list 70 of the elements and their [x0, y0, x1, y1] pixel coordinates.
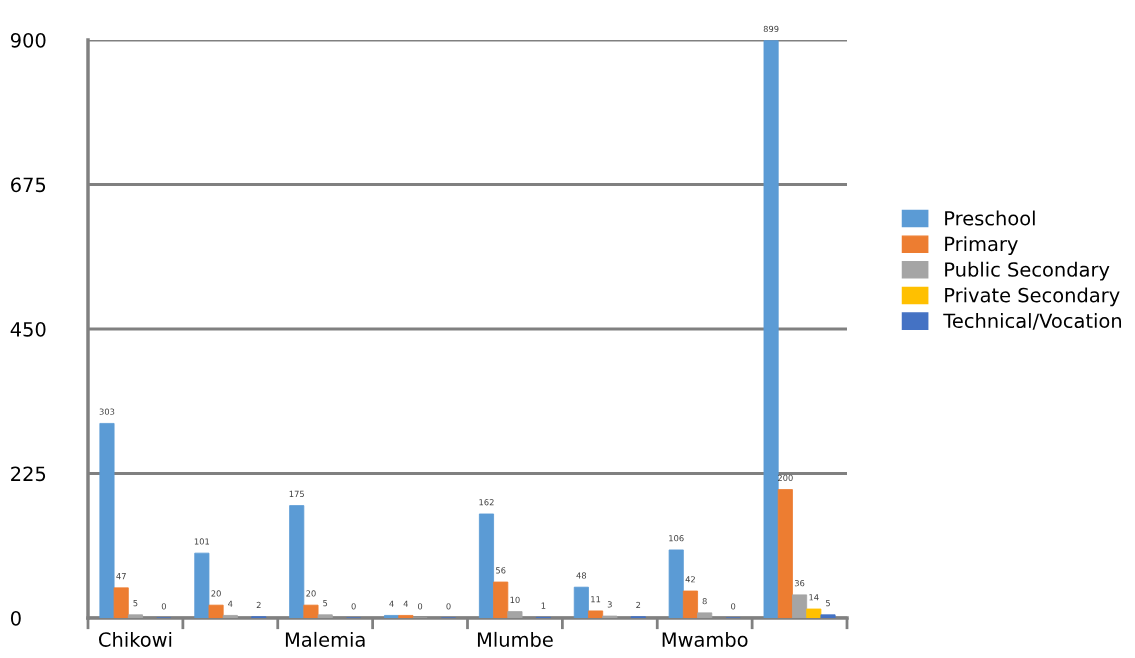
bar	[222, 615, 238, 618]
data-label: 42	[685, 576, 695, 583]
data-label: 5	[826, 600, 830, 607]
bar	[682, 590, 698, 618]
data-label: 101	[194, 538, 210, 545]
data-label: 3	[607, 601, 612, 608]
x-tick-label: Malemia	[285, 631, 365, 647]
legend-label: Preschool	[945, 210, 1035, 226]
legend-label: Public Secondary	[945, 261, 1110, 281]
bar	[668, 549, 684, 618]
data-label: 162	[479, 499, 494, 506]
bar	[208, 604, 224, 618]
data-label: 1	[541, 602, 546, 609]
y-tick-label: 900	[10, 32, 46, 48]
data-label: 0	[417, 603, 423, 610]
bar	[317, 614, 333, 618]
data-label: 10	[510, 596, 520, 604]
bar	[398, 615, 414, 618]
data-label: 106	[669, 535, 684, 542]
data-label: 36	[794, 580, 805, 587]
data-label: 8	[702, 598, 707, 605]
bar	[573, 586, 589, 618]
data-label: 4	[389, 600, 394, 607]
data-label: 175	[289, 490, 304, 498]
bar	[806, 608, 822, 618]
bar	[777, 489, 793, 618]
data-label: 0	[351, 603, 356, 610]
data-label: 14	[809, 594, 819, 601]
bar	[792, 594, 808, 618]
data-label: 899	[763, 25, 779, 33]
legend-label: Private Secondary	[945, 287, 1120, 307]
y-tick-label: 0	[10, 610, 21, 626]
y-tick-label: 225	[11, 466, 46, 482]
data-label: 20	[306, 590, 316, 597]
bar	[289, 505, 305, 618]
bar	[194, 552, 210, 618]
bar	[127, 614, 143, 618]
x-tick-label: Mwambo	[662, 631, 748, 647]
bar	[763, 40, 779, 618]
bar	[303, 604, 319, 618]
data-label: 4	[403, 600, 409, 607]
bar	[697, 612, 713, 618]
y-tick-label: 450	[10, 321, 46, 337]
legend-label: Technical/Vocation	[943, 313, 1122, 330]
x-tick-label: Mlumbe	[477, 631, 553, 647]
data-label: 56	[496, 567, 506, 574]
legend-label: Primary	[945, 236, 1018, 255]
bar	[820, 614, 836, 618]
data-label: 0	[161, 603, 166, 610]
bar	[507, 611, 523, 618]
bar	[99, 422, 115, 618]
bar	[384, 615, 400, 618]
data-label: 0	[446, 603, 451, 610]
data-label: 0	[731, 603, 736, 610]
data-label: 5	[133, 600, 138, 607]
bar	[478, 513, 495, 618]
bar	[113, 587, 129, 618]
data-label: 48	[576, 572, 587, 579]
y-tick-label: 675	[11, 177, 46, 193]
data-label: 4	[228, 600, 233, 607]
bar	[493, 581, 509, 618]
x-tick-label: Chikowi	[99, 631, 172, 647]
data-label: 2	[636, 601, 641, 609]
data-label: 2	[256, 601, 261, 609]
data-label: 5	[323, 600, 328, 607]
data-label: 47	[116, 573, 126, 580]
data-label: 20	[211, 590, 221, 597]
data-label: 11	[591, 596, 601, 603]
bar	[588, 610, 604, 618]
data-label: 303	[99, 408, 115, 415]
